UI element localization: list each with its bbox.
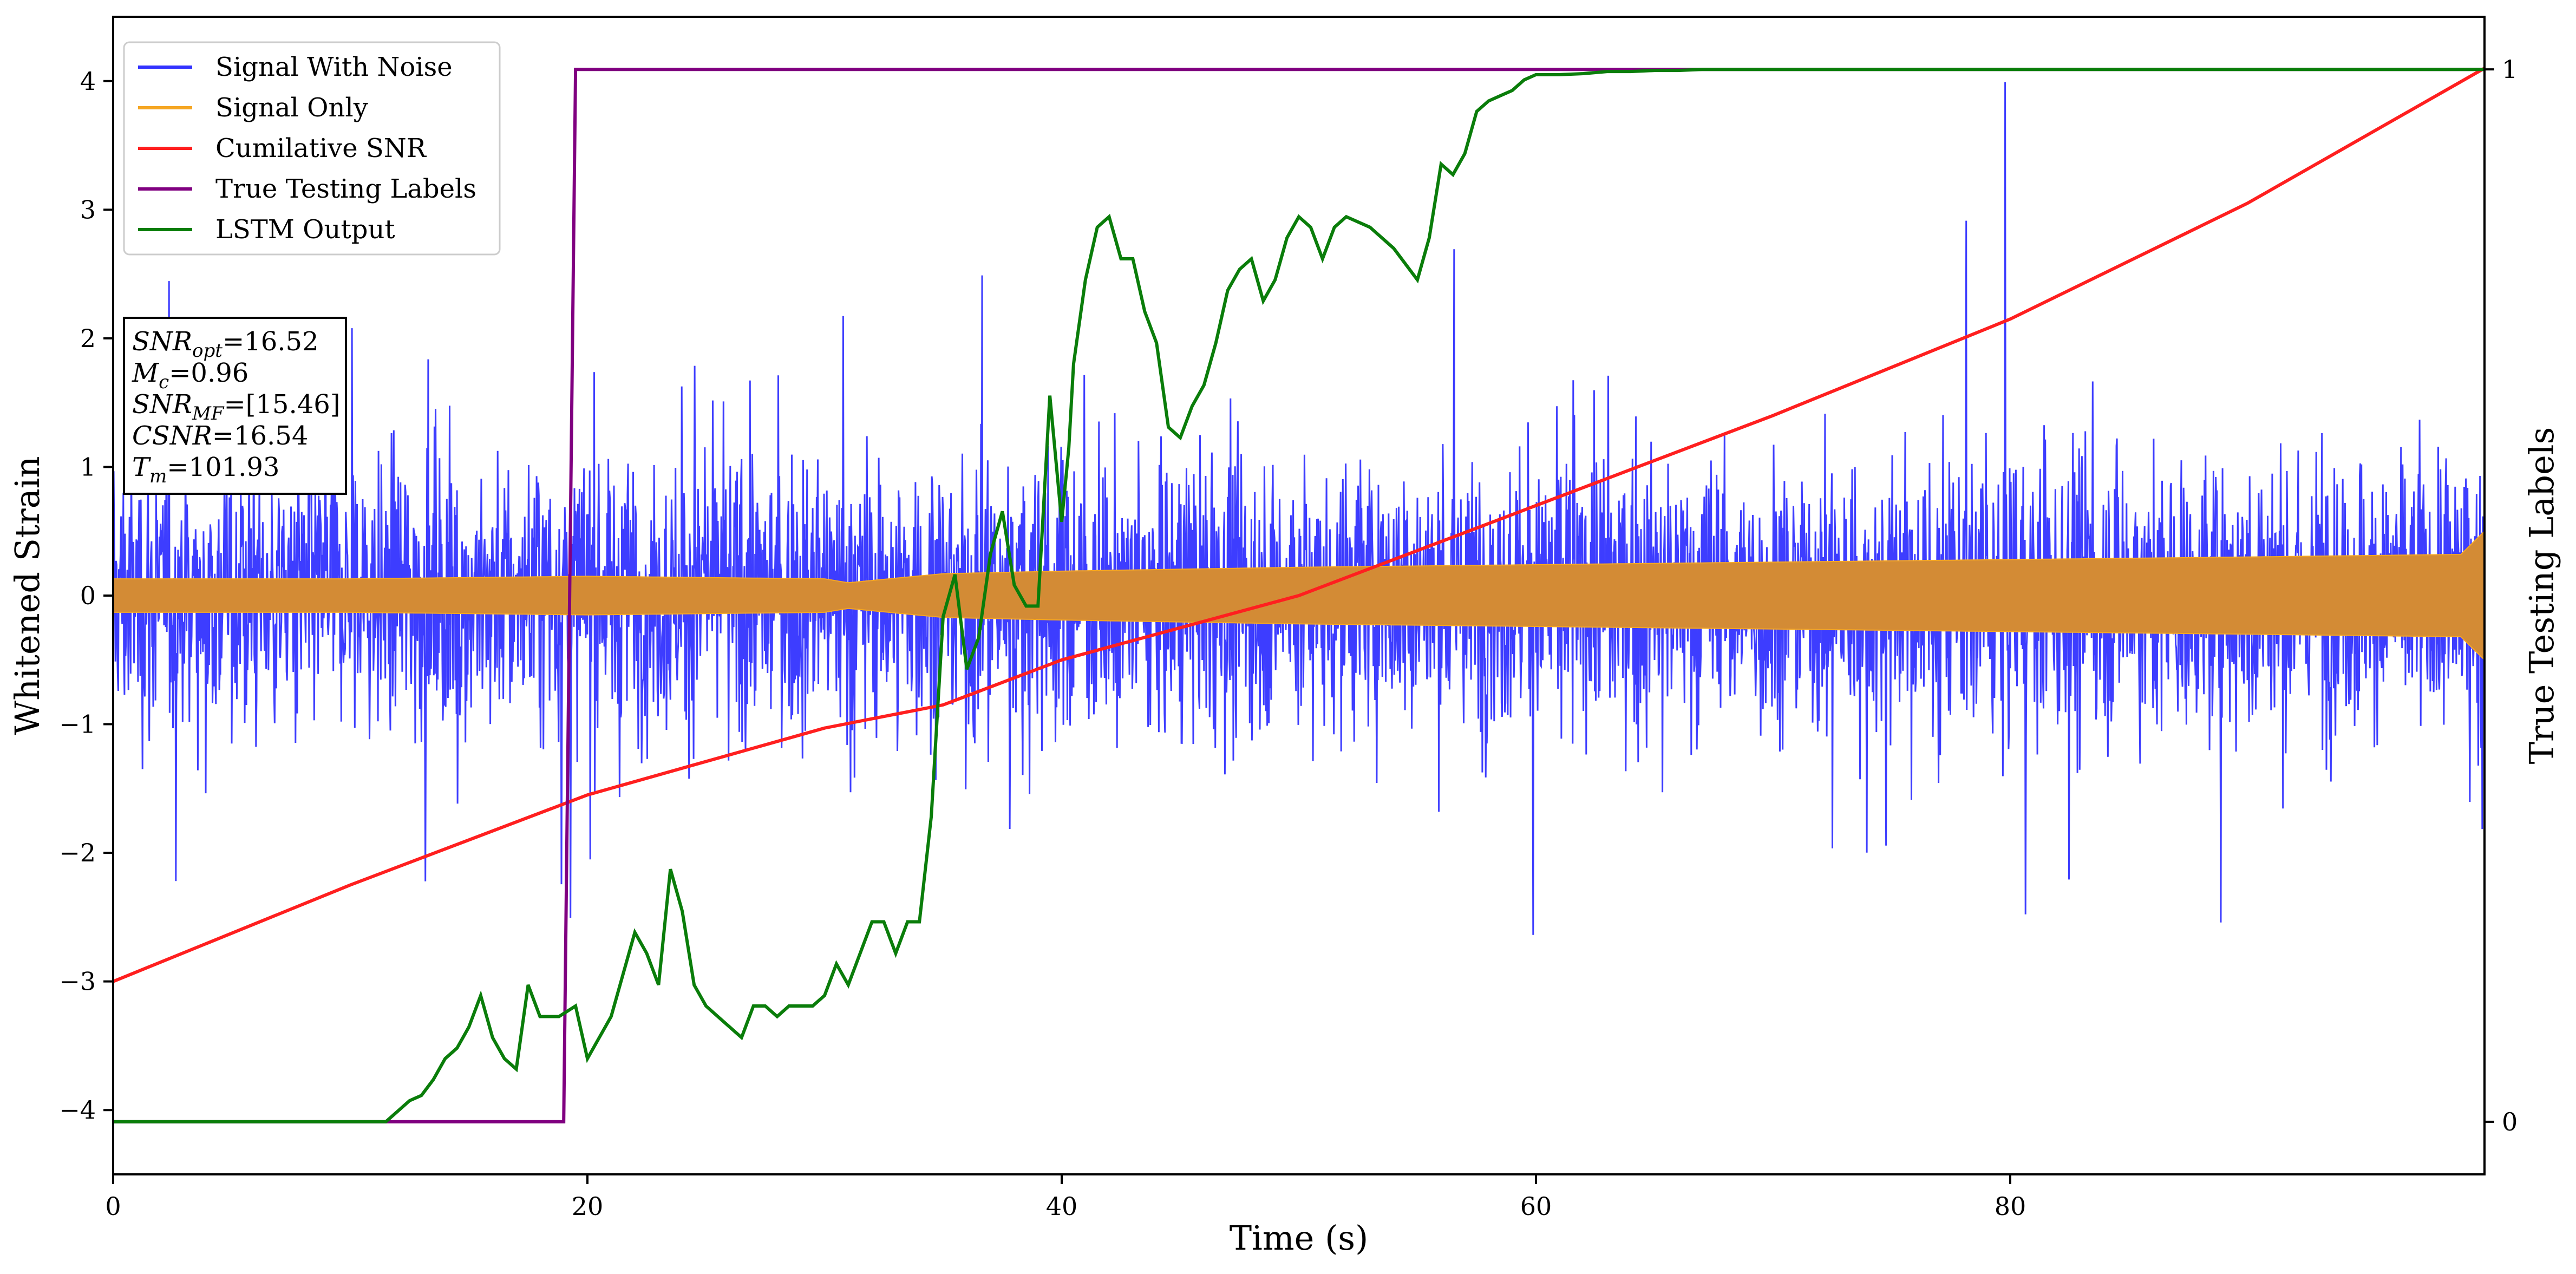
y-tick-label: 4 xyxy=(80,67,96,96)
legend-label-cumilative-snr: Cumilative SNR xyxy=(215,133,427,164)
plot-area xyxy=(113,67,2485,1123)
y-tick-label: −1 xyxy=(59,710,96,739)
y-tick-label: −3 xyxy=(59,967,96,996)
y2-axis-title: True Testing Labels xyxy=(2522,427,2561,765)
x-axis-title: Time (s) xyxy=(1230,1218,1369,1258)
annotation-frame xyxy=(123,317,347,495)
y-axis-title: Whitened Strain xyxy=(8,456,47,735)
annotation-line: Mc=0.96 xyxy=(132,358,249,393)
y-tick-label: 3 xyxy=(80,195,96,224)
legend-label-true-testing-labels: True Testing Labels xyxy=(215,174,476,204)
legend-label-signal-only: Signal Only xyxy=(215,93,368,123)
y2-tick-label: 0 xyxy=(2502,1107,2518,1136)
legend-label-signal-with-noise: Signal With Noise xyxy=(215,52,453,82)
x-tick-label: 60 xyxy=(1520,1192,1552,1221)
y-tick-label: −2 xyxy=(59,838,96,867)
y-tick-label: −4 xyxy=(59,1095,96,1125)
series-cumilative-snr xyxy=(113,67,2485,983)
annotation-line: Tm=101.93 xyxy=(132,452,279,487)
y-tick-label: 2 xyxy=(80,324,96,353)
annotation-line: SNRopt=16.52 xyxy=(132,326,319,362)
legend: Signal With Noise Signal Only Cumilative S… xyxy=(123,41,501,256)
annotation-line: CSNR=16.54 xyxy=(132,421,308,451)
y-tick-label: 0 xyxy=(80,581,96,610)
annotation-line: SNRMF=[15.46] xyxy=(132,389,341,424)
x-tick-label: 40 xyxy=(1046,1192,1078,1221)
series-lstm-output xyxy=(113,68,2485,1123)
y-tick-label: 1 xyxy=(80,452,96,481)
x-tick-label: 80 xyxy=(1995,1192,2026,1221)
annotation-box: SNRopt=16.52Mc=0.96SNRMF=[15.46]CSNR=16.… xyxy=(123,317,347,495)
x-tick-label: 0 xyxy=(105,1192,121,1221)
x-tick-label: 20 xyxy=(572,1192,604,1221)
legend-label-lstm-output: LSTM Output xyxy=(215,214,395,245)
y2-tick-label: 1 xyxy=(2502,55,2518,84)
legend-box xyxy=(123,41,501,256)
